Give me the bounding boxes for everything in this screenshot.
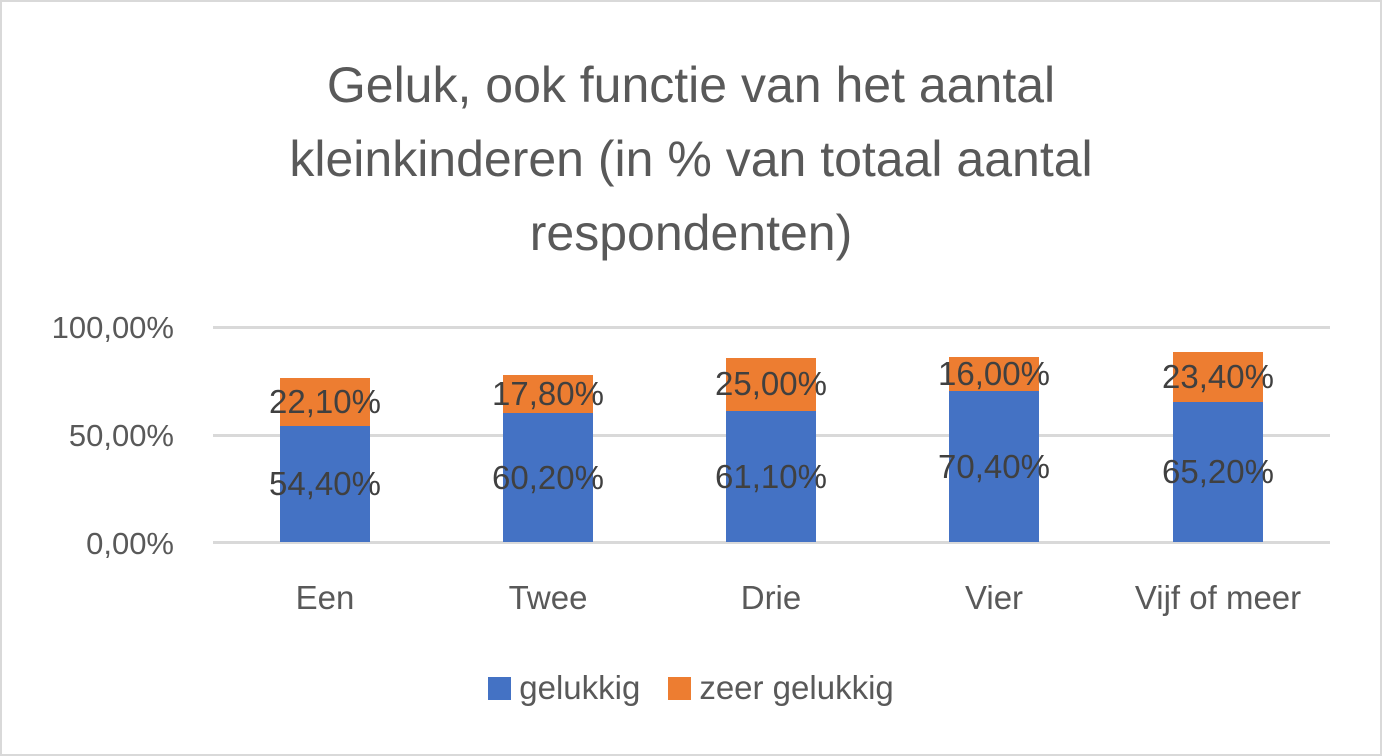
bar-segment-gelukkig: 60,20% xyxy=(492,413,604,542)
legend-swatch-orange-icon xyxy=(668,676,692,700)
data-label: 25,00% xyxy=(715,365,827,403)
data-label: 54,40% xyxy=(269,464,381,502)
bar-segment-zeer-gelukkig: 25,00% xyxy=(715,357,827,412)
y-tick-50: 50,00% xyxy=(68,418,174,453)
data-label: 61,10% xyxy=(715,457,827,495)
data-label: 17,80% xyxy=(492,375,604,413)
gridline-0 xyxy=(213,541,1330,544)
chart-title-line-3: respondenten) xyxy=(529,205,853,261)
x-category-vier: Vier xyxy=(964,579,1024,616)
data-label: 22,10% xyxy=(269,382,381,420)
bar-segment-gelukkig: 65,20% xyxy=(1162,402,1274,542)
bar-segment-zeer-gelukkig: 22,10% xyxy=(269,378,381,426)
x-category-een: Een xyxy=(295,579,355,616)
bar-segment-gelukkig: 61,10% xyxy=(715,411,827,542)
chart-title-line-2: kleinkinderen (in % van totaal aantal xyxy=(289,131,1093,187)
y-tick-0: 0,00% xyxy=(86,526,174,561)
legend-swatch-blue-icon xyxy=(488,676,512,700)
legend-item-zeer-gelukkig[interactable]: zeer gelukkig xyxy=(668,668,894,708)
x-category-twee: Twee xyxy=(508,579,588,616)
x-category-drie: Drie xyxy=(740,579,802,616)
legend-label-zeer-gelukkig: zeer gelukkig xyxy=(699,669,894,706)
bar-segment-gelukkig: 54,40% xyxy=(269,425,381,542)
legend: gelukkig zeer gelukkig xyxy=(0,668,1382,708)
bar-segment-zeer-gelukkig: 23,40% xyxy=(1162,352,1274,403)
data-label: 70,40% xyxy=(938,447,1050,485)
legend-item-gelukkig[interactable]: gelukkig xyxy=(488,668,640,708)
bar-segment-gelukkig: 70,40% xyxy=(938,391,1050,542)
data-label: 60,20% xyxy=(492,458,604,496)
bar-segment-zeer-gelukkig: 16,00% xyxy=(938,356,1050,392)
x-category-vijf-of-meer: Vijf of meer xyxy=(1134,579,1302,616)
y-tick-100: 100,00% xyxy=(51,310,174,345)
data-label: 65,20% xyxy=(1162,453,1274,491)
gridline-100 xyxy=(213,326,1330,329)
bar-segment-zeer-gelukkig: 17,80% xyxy=(492,375,604,414)
data-label: 23,40% xyxy=(1162,358,1274,396)
legend-label-gelukkig: gelukkig xyxy=(519,669,641,706)
chart-title: Geluk, ook functie van het aantal kleink… xyxy=(0,48,1382,270)
chart-title-line-1: Geluk, ook functie van het aantal xyxy=(326,57,1056,113)
data-label: 16,00% xyxy=(938,355,1050,393)
